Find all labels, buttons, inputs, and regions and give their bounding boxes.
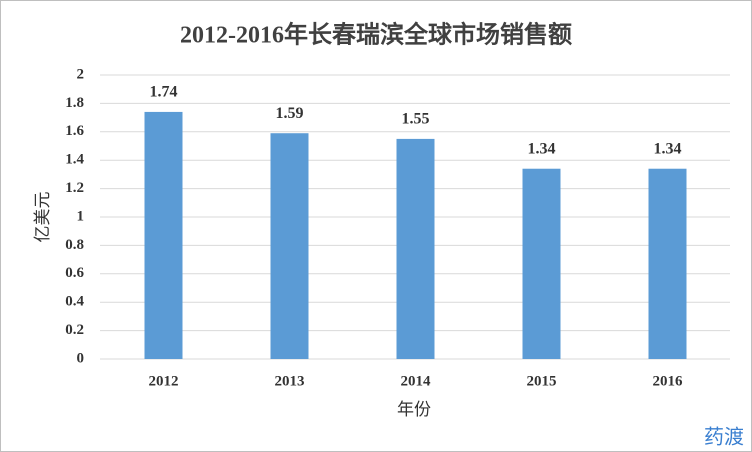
x-axis-label: 年份 — [397, 400, 431, 419]
bar — [270, 133, 309, 359]
y-tick-label: 1.6 — [65, 123, 84, 139]
y-tick-label: 0 — [77, 350, 85, 366]
data-label: 1.55 — [402, 111, 430, 128]
data-label: 1.34 — [528, 140, 556, 157]
y-tick-label: 1.4 — [65, 152, 84, 168]
watermark: 药渡 — [704, 425, 744, 449]
y-tick-label: 2 — [77, 66, 85, 82]
chart-title: 2012-2016年长春瑞滨全球市场销售额 — [180, 21, 572, 49]
x-tick-label: 2015 — [527, 373, 557, 389]
y-tick-label: 1 — [77, 208, 85, 224]
bar — [648, 168, 687, 359]
bar — [522, 168, 561, 359]
y-tick-label: 0.6 — [65, 265, 84, 281]
y-tick-label: 0.4 — [65, 294, 84, 310]
x-tick-label: 2012 — [149, 373, 179, 389]
y-axis-label: 亿美元 — [33, 192, 52, 243]
y-tick-label: 0.8 — [65, 237, 84, 253]
bar — [144, 111, 183, 359]
data-label: 1.34 — [654, 140, 682, 157]
data-label: 1.74 — [150, 84, 178, 101]
x-tick-label: 2013 — [275, 373, 305, 389]
data-label: 1.59 — [276, 105, 304, 122]
y-tick-label: 0.2 — [65, 322, 84, 338]
x-tick-label: 2014 — [401, 373, 432, 389]
bar — [396, 138, 435, 359]
y-tick-label: 1.2 — [65, 180, 84, 196]
x-tick-label: 2016 — [653, 373, 684, 389]
y-tick-label: 1.8 — [65, 95, 84, 111]
